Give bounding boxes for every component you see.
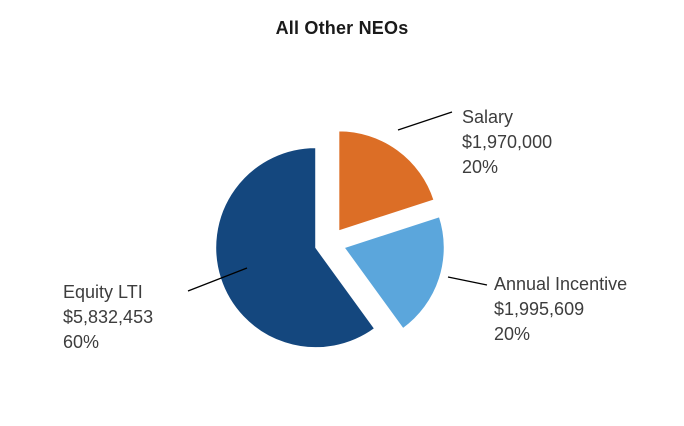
- label-equity-lti-pct: 60%: [63, 332, 100, 352]
- chart-title: All Other NEOs: [275, 18, 409, 38]
- pie-slice-annual-incentive: [343, 216, 445, 330]
- label-equity-lti-name: Equity LTI: [63, 282, 143, 302]
- label-annual-incentive: Annual Incentive $1,995,609 20%: [494, 272, 627, 347]
- label-annual-incentive-value: $1,995,609: [494, 299, 585, 319]
- label-annual-incentive-pct: 20%: [494, 324, 531, 344]
- label-equity-lti-value: $5,832,453: [63, 307, 154, 327]
- pie-slice-salary: [338, 130, 435, 232]
- label-salary-name: Salary: [462, 107, 514, 127]
- label-annual-incentive-name: Annual Incentive: [494, 274, 628, 294]
- pie-slices: [215, 130, 445, 349]
- label-equity-lti: Equity LTI $5,832,453 60%: [63, 280, 153, 355]
- leader-line-salary: [397, 111, 453, 131]
- label-salary-value: $1,970,000: [462, 132, 553, 152]
- label-salary-pct: 20%: [462, 157, 499, 177]
- leader-line-annual-incentive: [447, 276, 488, 286]
- label-salary: Salary $1,970,000 20%: [462, 105, 552, 180]
- leader-line-equity-lti: [187, 267, 248, 292]
